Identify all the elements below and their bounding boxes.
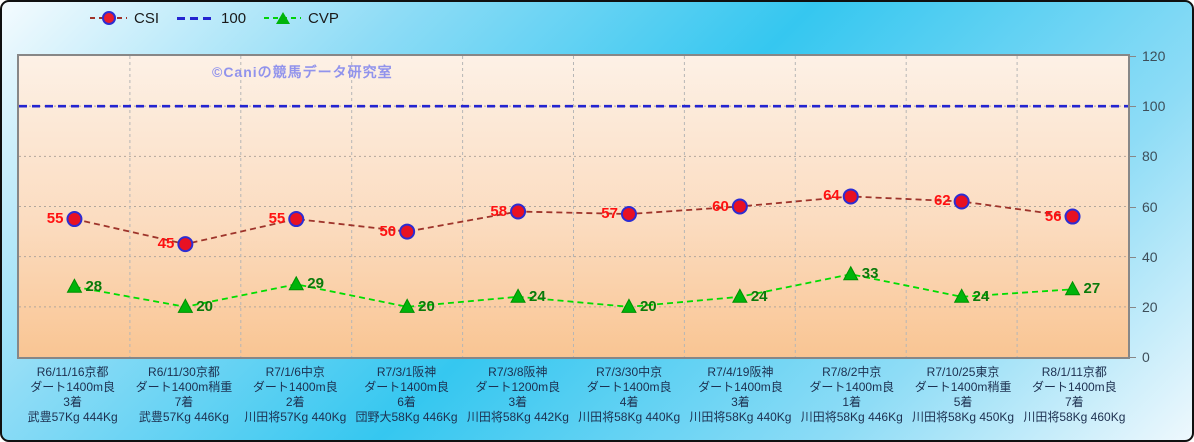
chart-series-svg (19, 56, 1128, 357)
legend-item-100: 100 (177, 9, 246, 27)
y-axis-tick-label: 20 (1142, 298, 1158, 315)
y-axis-tick-label: 0 (1142, 349, 1150, 365)
y-axis-tick-label: 120 (1142, 48, 1166, 64)
y-axis: 0 20 40 60 80 100 120 (1130, 48, 1192, 365)
chart-legend: CSI 100 CVP (90, 9, 339, 27)
y-axis-tick-mark (1130, 156, 1136, 158)
legend-item-cvp: CVP (264, 9, 339, 27)
x-axis-label: R7/10/25東京 ダート1400m稍重 5着 川田将58Kg 450Kg (912, 365, 1015, 424)
y-axis-tick-mark (1130, 56, 1136, 57)
cvp-line-marker-icon (264, 9, 302, 27)
x-axis-label: R7/1/6中京 ダート1400m良 2着 川田将57Kg 440Kg (244, 365, 347, 424)
y-axis-tick-mark (1130, 306, 1136, 308)
x-axis: R6/11/16京都 ダート1400m良 3着 武豊57Kg 444Kg R6/11/3… (17, 365, 1130, 425)
y-axis-tick-label: 100 (1142, 98, 1166, 115)
y-axis-tick-label: 80 (1142, 148, 1158, 165)
x-axis-label: R7/3/30中京 ダート1400m良 4着 川田将58Kg 440Kg (578, 365, 681, 424)
x-axis-label: R6/11/30京都 ダート1400m稍重 7着 武豊57Kg 446Kg (135, 365, 233, 424)
watermark: ©Caniの競馬データ研究室 (212, 64, 393, 80)
x-axis-label: R7/3/8阪神 ダート1200m良 3着 川田将58Kg 442Kg (466, 365, 569, 424)
legend-label-cvp: CVP (308, 9, 339, 27)
legend-label-csi: CSI (134, 9, 160, 27)
y-axis-tick-mark (1130, 206, 1136, 208)
x-axis-label: R7/3/1阪神 ダート1400m良 6着 団野大58Kg 446Kg (355, 365, 458, 424)
y-axis-tick-mark (1130, 256, 1136, 258)
legend-item-csi: CSI (90, 9, 159, 27)
legend-label-100: 100 (221, 9, 247, 27)
csi-line-marker-icon (90, 9, 127, 27)
x-axis-label: R7/4/19阪神 ダート1400m良 3着 川田将58Kg 440Kg (689, 365, 792, 424)
y-axis-tick-mark (1130, 357, 1136, 358)
x-axis-label: R6/11/16京都 ダート1400m良 3着 武豊57Kg 444Kg (27, 365, 118, 424)
x-axis-label: R7/8/2中京 ダート1400m良 1着 川田将58Kg 446Kg (800, 365, 903, 424)
hundred-line-marker-icon (177, 9, 215, 27)
y-axis-tick-label: 60 (1142, 198, 1158, 215)
plot-area: ©Caniの競馬データ研究室 55 45 55 50 58 57 60 64 62 56 28 20 2… (17, 54, 1130, 359)
y-axis-tick-mark (1130, 106, 1136, 108)
x-axis-label: R8/1/11京都 ダート1400m良 7着 川田将58Kg 460Kg (1023, 365, 1126, 424)
y-axis-tick-label: 40 (1142, 248, 1158, 265)
